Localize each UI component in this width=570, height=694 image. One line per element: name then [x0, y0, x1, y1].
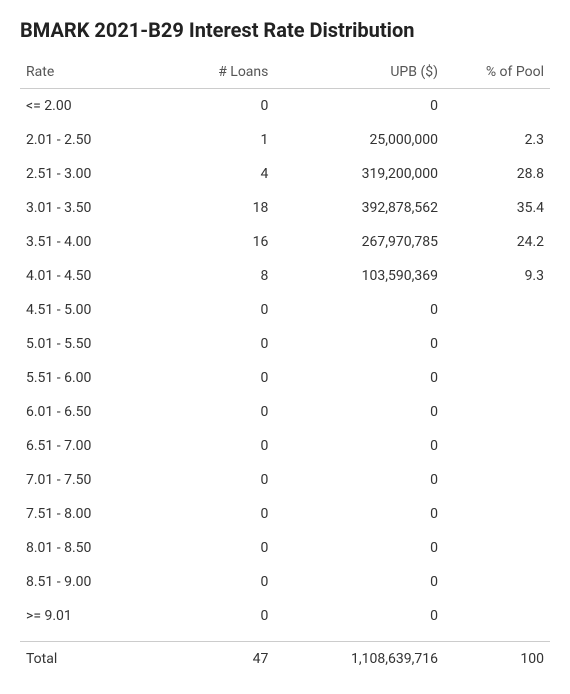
table-separator — [20, 633, 550, 642]
table-row: 8.51 - 9.00 0 0 — [20, 565, 550, 599]
col-header-loans: # Loans — [168, 56, 274, 89]
cell-upb: 392,878,562 — [274, 191, 444, 225]
total-pct: 100 — [444, 642, 550, 677]
cell-loans: 0 — [168, 565, 274, 599]
cell-rate: <= 2.00 — [20, 89, 168, 124]
cell-upb: 319,200,000 — [274, 157, 444, 191]
cell-pct — [444, 565, 550, 599]
cell-upb: 0 — [274, 89, 444, 124]
cell-pct — [444, 599, 550, 633]
cell-loans: 1 — [168, 123, 274, 157]
cell-loans: 0 — [168, 463, 274, 497]
table-row: 6.51 - 7.00 0 0 — [20, 429, 550, 463]
cell-loans: 0 — [168, 395, 274, 429]
cell-rate: 7.01 - 7.50 — [20, 463, 168, 497]
col-header-upb: UPB ($) — [274, 56, 444, 89]
table-row: 4.01 - 4.50 8 103,590,369 9.3 — [20, 259, 550, 293]
cell-rate: 2.51 - 3.00 — [20, 157, 168, 191]
cell-upb: 0 — [274, 429, 444, 463]
cell-pct — [444, 293, 550, 327]
cell-loans: 0 — [168, 293, 274, 327]
cell-loans: 0 — [168, 497, 274, 531]
cell-rate: 6.51 - 7.00 — [20, 429, 168, 463]
cell-rate: 3.01 - 3.50 — [20, 191, 168, 225]
cell-loans: 0 — [168, 531, 274, 565]
cell-rate: 8.01 - 8.50 — [20, 531, 168, 565]
table-row: >= 9.01 0 0 — [20, 599, 550, 633]
cell-rate: 3.51 - 4.00 — [20, 225, 168, 259]
table-row: 6.01 - 6.50 0 0 — [20, 395, 550, 429]
cell-pct: 35.4 — [444, 191, 550, 225]
table-row: 2.51 - 3.00 4 319,200,000 28.8 — [20, 157, 550, 191]
cell-upb: 0 — [274, 565, 444, 599]
page-title: BMARK 2021-B29 Interest Rate Distributio… — [20, 18, 550, 42]
cell-loans: 18 — [168, 191, 274, 225]
cell-pct — [444, 497, 550, 531]
cell-upb: 0 — [274, 327, 444, 361]
cell-loans: 16 — [168, 225, 274, 259]
cell-pct: 9.3 — [444, 259, 550, 293]
cell-loans: 0 — [168, 361, 274, 395]
col-header-rate: Rate — [20, 56, 168, 89]
cell-upb: 0 — [274, 599, 444, 633]
cell-upb: 0 — [274, 531, 444, 565]
cell-rate: 6.01 - 6.50 — [20, 395, 168, 429]
table-row: 7.51 - 8.00 0 0 — [20, 497, 550, 531]
table-row: 7.01 - 7.50 0 0 — [20, 463, 550, 497]
cell-rate: 4.01 - 4.50 — [20, 259, 168, 293]
table-row: 5.01 - 5.50 0 0 — [20, 327, 550, 361]
cell-loans: 0 — [168, 327, 274, 361]
table-row: 2.01 - 2.50 1 25,000,000 2.3 — [20, 123, 550, 157]
total-loans: 47 — [168, 642, 274, 677]
cell-upb: 0 — [274, 395, 444, 429]
cell-loans: 4 — [168, 157, 274, 191]
table-row: 3.51 - 4.00 16 267,970,785 24.2 — [20, 225, 550, 259]
table-row: 8.01 - 8.50 0 0 — [20, 531, 550, 565]
cell-loans: 8 — [168, 259, 274, 293]
total-upb: 1,108,639,716 — [274, 642, 444, 677]
cell-upb: 103,590,369 — [274, 259, 444, 293]
cell-loans: 0 — [168, 429, 274, 463]
cell-rate: 7.51 - 8.00 — [20, 497, 168, 531]
table-row: 4.51 - 5.00 0 0 — [20, 293, 550, 327]
cell-rate: 2.01 - 2.50 — [20, 123, 168, 157]
table-header-row: Rate # Loans UPB ($) % of Pool — [20, 56, 550, 89]
cell-pct — [444, 361, 550, 395]
table-total-row: Total 47 1,108,639,716 100 — [20, 642, 550, 677]
total-label: Total — [20, 642, 168, 677]
cell-pct: 28.8 — [444, 157, 550, 191]
cell-rate: 8.51 - 9.00 — [20, 565, 168, 599]
cell-pct — [444, 429, 550, 463]
cell-upb: 25,000,000 — [274, 123, 444, 157]
cell-rate: 4.51 - 5.00 — [20, 293, 168, 327]
table-row: 5.51 - 6.00 0 0 — [20, 361, 550, 395]
cell-loans: 0 — [168, 89, 274, 124]
cell-rate: 5.51 - 6.00 — [20, 361, 168, 395]
cell-pct: 24.2 — [444, 225, 550, 259]
cell-upb: 267,970,785 — [274, 225, 444, 259]
cell-rate: >= 9.01 — [20, 599, 168, 633]
cell-pct — [444, 463, 550, 497]
table-row: <= 2.00 0 0 — [20, 89, 550, 124]
rate-distribution-table: Rate # Loans UPB ($) % of Pool <= 2.00 0… — [20, 56, 550, 676]
cell-upb: 0 — [274, 361, 444, 395]
col-header-pct: % of Pool — [444, 56, 550, 89]
cell-pct — [444, 89, 550, 124]
cell-upb: 0 — [274, 463, 444, 497]
cell-pct — [444, 395, 550, 429]
cell-pct: 2.3 — [444, 123, 550, 157]
cell-rate: 5.01 - 5.50 — [20, 327, 168, 361]
cell-loans: 0 — [168, 599, 274, 633]
cell-upb: 0 — [274, 497, 444, 531]
table-body: <= 2.00 0 0 2.01 - 2.50 1 25,000,000 2.3… — [20, 89, 550, 642]
cell-pct — [444, 531, 550, 565]
cell-pct — [444, 327, 550, 361]
table-row: 3.01 - 3.50 18 392,878,562 35.4 — [20, 191, 550, 225]
cell-upb: 0 — [274, 293, 444, 327]
